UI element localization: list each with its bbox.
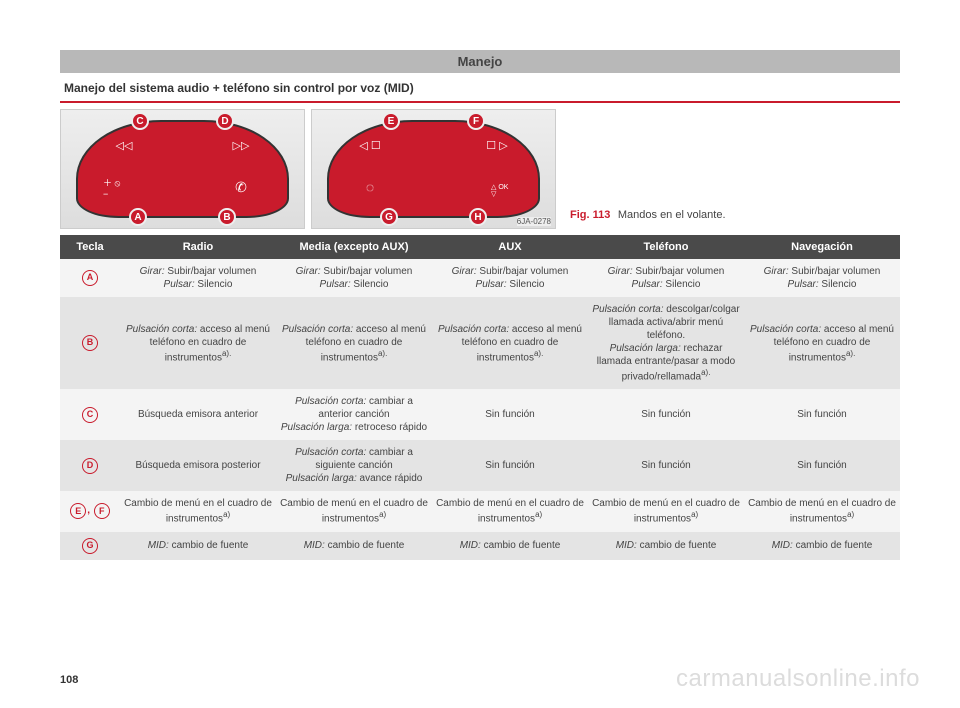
- table-cell: MID: cambio de fuente: [276, 532, 432, 560]
- table-cell: Girar: Subir/bajar volumenPulsar: Silenc…: [120, 259, 276, 297]
- table-row: CBúsqueda emisora anteriorPulsación cort…: [60, 389, 900, 440]
- callout-g: G: [380, 208, 398, 226]
- callout-b: B: [218, 208, 236, 226]
- th-tecla: Tecla: [60, 235, 120, 259]
- table-cell: Búsqueda emisora anterior: [120, 389, 276, 440]
- table-cell: Pulsación corta: acceso al menú teléfono…: [276, 297, 432, 389]
- table-cell: Cambio de menú en el cuadro de instrumen…: [744, 491, 900, 531]
- table-cell: Pulsación corta: cambiar a anterior canc…: [276, 389, 432, 440]
- table-cell: Pulsación corta: acceso al menú teléfono…: [744, 297, 900, 389]
- table-cell: Girar: Subir/bajar volumenPulsar: Silenc…: [744, 259, 900, 297]
- table-cell: Cambio de menú en el cuadro de instrumen…: [588, 491, 744, 531]
- controls-table: Tecla Radio Media (excepto AUX) AUX Telé…: [60, 235, 900, 560]
- th-radio: Radio: [120, 235, 276, 259]
- table-cell: Pulsación corta: descolgar/colgar llamad…: [588, 297, 744, 389]
- watermark: carmanualsonline.info: [676, 665, 920, 693]
- wheel-shape-left: ◁◁ ▷▷ ＋ ⦸ − ✆: [76, 120, 289, 218]
- callout-h: H: [469, 208, 487, 226]
- table-cell: MID: cambio de fuente: [588, 532, 744, 560]
- table-cell: MID: cambio de fuente: [744, 532, 900, 560]
- table-row: BPulsación corta: acceso al menú teléfon…: [60, 297, 900, 389]
- wheel-shape-right: ◁ ☐ ☐ ▷ ◌ △ OK ▽: [327, 120, 540, 218]
- table-cell: Sin función: [744, 389, 900, 440]
- table-cell: Girar: Subir/bajar volumenPulsar: Silenc…: [432, 259, 588, 297]
- callout-a: A: [129, 208, 147, 226]
- table-cell: Sin función: [588, 389, 744, 440]
- section-title: Manejo del sistema audio + teléfono sin …: [60, 81, 900, 103]
- callout-c: C: [131, 112, 149, 130]
- table-row: GMID: cambio de fuenteMID: cambio de fue…: [60, 532, 900, 560]
- menu-right-icon: ☐ ▷: [486, 134, 508, 156]
- table-cell: Girar: Subir/bajar volumenPulsar: Silenc…: [276, 259, 432, 297]
- table-cell: Sin función: [432, 389, 588, 440]
- th-telefono: Teléfono: [588, 235, 744, 259]
- tecla-cell: D: [60, 440, 120, 491]
- th-media: Media (excepto AUX): [276, 235, 432, 259]
- tecla-cell: C: [60, 389, 120, 440]
- figure-text-value: Mandos en el volante.: [618, 209, 726, 221]
- table-cell: Pulsación corta: acceso al menú teléfono…: [432, 297, 588, 389]
- table-cell: MID: cambio de fuente: [120, 532, 276, 560]
- table-cell: Pulsación corta: acceso al menú teléfono…: [120, 297, 276, 389]
- phone-icon: ✆: [230, 176, 252, 198]
- table-cell: Sin función: [744, 440, 900, 491]
- page-header: Manejo: [60, 50, 900, 73]
- menu-left-icon: ◁ ☐: [359, 134, 381, 156]
- tecla-cell: E, F: [60, 491, 120, 531]
- next-track-icon: ▷▷: [230, 134, 252, 156]
- table-cell: Cambio de menú en el cuadro de instrumen…: [276, 491, 432, 531]
- table-cell: Sin función: [432, 440, 588, 491]
- table-header-row: Tecla Radio Media (excepto AUX) AUX Telé…: [60, 235, 900, 259]
- page-number: 108: [60, 674, 78, 686]
- prev-track-icon: ◁◁: [113, 134, 135, 156]
- source-icon: ◌: [359, 176, 381, 198]
- wheel-image-left: ◁◁ ▷▷ ＋ ⦸ − ✆ C D A B: [60, 109, 305, 229]
- tecla-cell: B: [60, 297, 120, 389]
- image-code: 6JA-0278: [517, 217, 551, 226]
- volume-icon: ＋ ⦸ −: [103, 176, 125, 198]
- table-cell: Cambio de menú en el cuadro de instrumen…: [120, 491, 276, 531]
- tecla-cell: G: [60, 532, 120, 560]
- figure-label: Fig. 113: [570, 209, 610, 221]
- figure-row: ◁◁ ▷▷ ＋ ⦸ − ✆ C D A B ◁ ☐ ☐ ▷ ◌ △ OK ▽ E…: [60, 109, 900, 229]
- table-cell: Girar: Subir/bajar volumenPulsar: Silenc…: [588, 259, 744, 297]
- tecla-cell: A: [60, 259, 120, 297]
- table-cell: Pulsación corta: cambiar a siguiente can…: [276, 440, 432, 491]
- callout-f: F: [467, 112, 485, 130]
- callout-e: E: [382, 112, 400, 130]
- table-cell: Búsqueda emisora posterior: [120, 440, 276, 491]
- table-cell: Cambio de menú en el cuadro de instrumen…: [432, 491, 588, 531]
- callout-d: D: [216, 112, 234, 130]
- table-row: E, FCambio de menú en el cuadro de instr…: [60, 491, 900, 531]
- table-cell: MID: cambio de fuente: [432, 532, 588, 560]
- ok-icon: △ OK ▽: [491, 180, 513, 202]
- table-row: DBúsqueda emisora posteriorPulsación cor…: [60, 440, 900, 491]
- th-aux: AUX: [432, 235, 588, 259]
- wheel-image-right: ◁ ☐ ☐ ▷ ◌ △ OK ▽ E F G H 6JA-0278: [311, 109, 556, 229]
- table-row: AGirar: Subir/bajar volumenPulsar: Silen…: [60, 259, 900, 297]
- table-cell: Sin función: [588, 440, 744, 491]
- th-navegacion: Navegación: [744, 235, 900, 259]
- figure-caption: Fig. 113 Mandos en el volante.: [562, 205, 900, 229]
